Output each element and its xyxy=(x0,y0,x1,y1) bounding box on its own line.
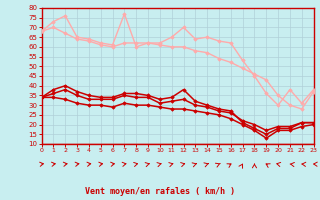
Text: Vent moyen/en rafales ( km/h ): Vent moyen/en rafales ( km/h ) xyxy=(85,187,235,196)
